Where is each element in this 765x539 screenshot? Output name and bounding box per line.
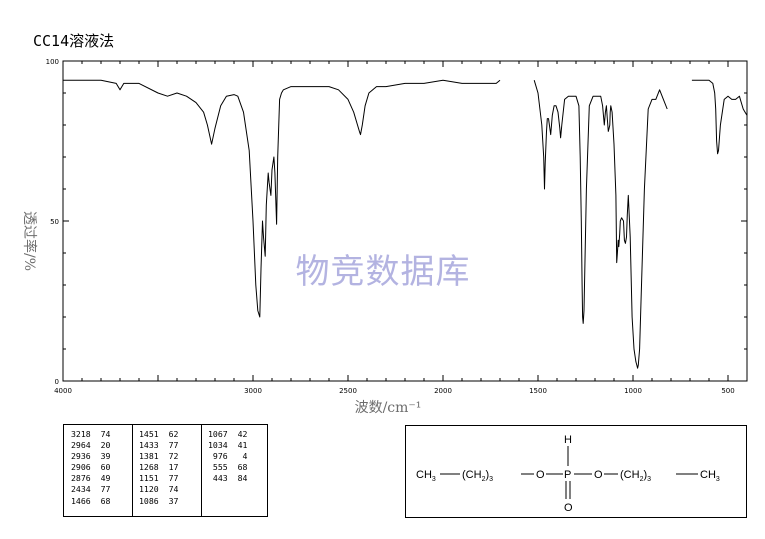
peak-table-column: 3218 74 2964 20 2936 39 2906 60 2876 49 2434 … [71,429,110,507]
peak-table-row: 2936 39 [71,451,111,462]
x-tick-label: 500 [721,387,734,395]
peak-table-divider [132,425,133,516]
phosphorus-label: P [564,469,571,481]
x-tick-label: 2500 [339,387,357,395]
peak-table-row: 1433 77 [139,440,179,451]
y-axis-ticks: 0 50 100 [46,58,747,386]
peak-table-row: 443 84 [208,473,248,484]
y-tick-label: 50 [50,218,59,226]
peak-table-row: 1381 72 [139,451,179,462]
spectrum-series [63,79,748,369]
watermark: 物竞数据库 [296,252,471,292]
plot-frame [62,60,748,382]
x-tick-label: 3000 [244,387,262,395]
y-tick-label: 0 [55,378,59,386]
group-ch2-left: (CH2)3 [462,469,493,483]
spectrum-line-segment [533,80,668,369]
x-axis-title: 波数/cm⁻¹ [355,400,422,415]
peak-table-row: 3218 74 [71,429,111,439]
x-axis-ticks: 4000 3000 2500 2000 1500 1000 500 [54,61,748,395]
peak-table-row: 555 68 [208,462,248,473]
peak-table-row: 2906 60 [71,462,111,473]
peak-table-divider [201,425,202,516]
x-tick-label: 1500 [529,387,547,395]
peak-table-row: 1151 77 [139,473,179,484]
x-tick-label: 2000 [434,387,452,395]
x-tick-label: 4000 [54,387,72,395]
chemical-structure: CH3 (CH2)3 O H P O O (CH2)3 CH3 [416,434,720,514]
spectrum-line-segment [63,79,501,318]
peak-table-row: 2964 20 [71,440,111,451]
peak-table-row: 1067 42 [208,429,248,439]
group-ch3-right: CH3 [700,469,720,483]
y-tick-label: 100 [46,58,59,66]
peak-table-row: 2876 49 [71,473,111,484]
spectrum-line-segment [691,79,748,155]
peak-table-column: 1067 42 1034 41 976 4 555 68 443 84 [208,429,247,484]
group-ch3-left: CH3 [416,469,436,483]
peak-table-row: 2434 77 [71,484,111,495]
ir-spectrum-chart: 0 50 100 4000 3000 2500 2000 1500 1000 500 物竞数据库… [21,58,748,415]
group-ch2-right: (CH2)3 [620,469,651,483]
structure-box: CH3 (CH2)3 O H P O O (CH2)3 CH3 [405,425,747,518]
peak-table-row: 1120 74 [139,484,179,495]
oxygen-right: O [594,469,603,481]
oxygen-left: O [536,469,545,481]
peak-table-row: 1451 62 [139,429,179,439]
peak-table-column: 1451 62 1433 77 1381 72 1268 17 1151 77 1120 … [139,429,178,507]
oxygen-double-label: O [564,502,573,514]
peak-table-row: 976 4 [208,451,248,462]
peak-table-row: 1086 37 [139,495,179,506]
peak-table-row: 1034 41 [208,440,248,451]
peak-table-row: 1466 68 [71,495,111,506]
x-tick-label: 1000 [624,387,642,395]
peak-table: 3218 74 2964 20 2936 39 2906 60 2876 49 2434 … [63,424,268,517]
y-axis-title: 透过率/% [21,211,38,271]
hydrogen-label: H [564,434,572,446]
peak-table-row: 1268 17 [139,462,179,473]
chart-title: CC14溶液法 [33,32,115,50]
